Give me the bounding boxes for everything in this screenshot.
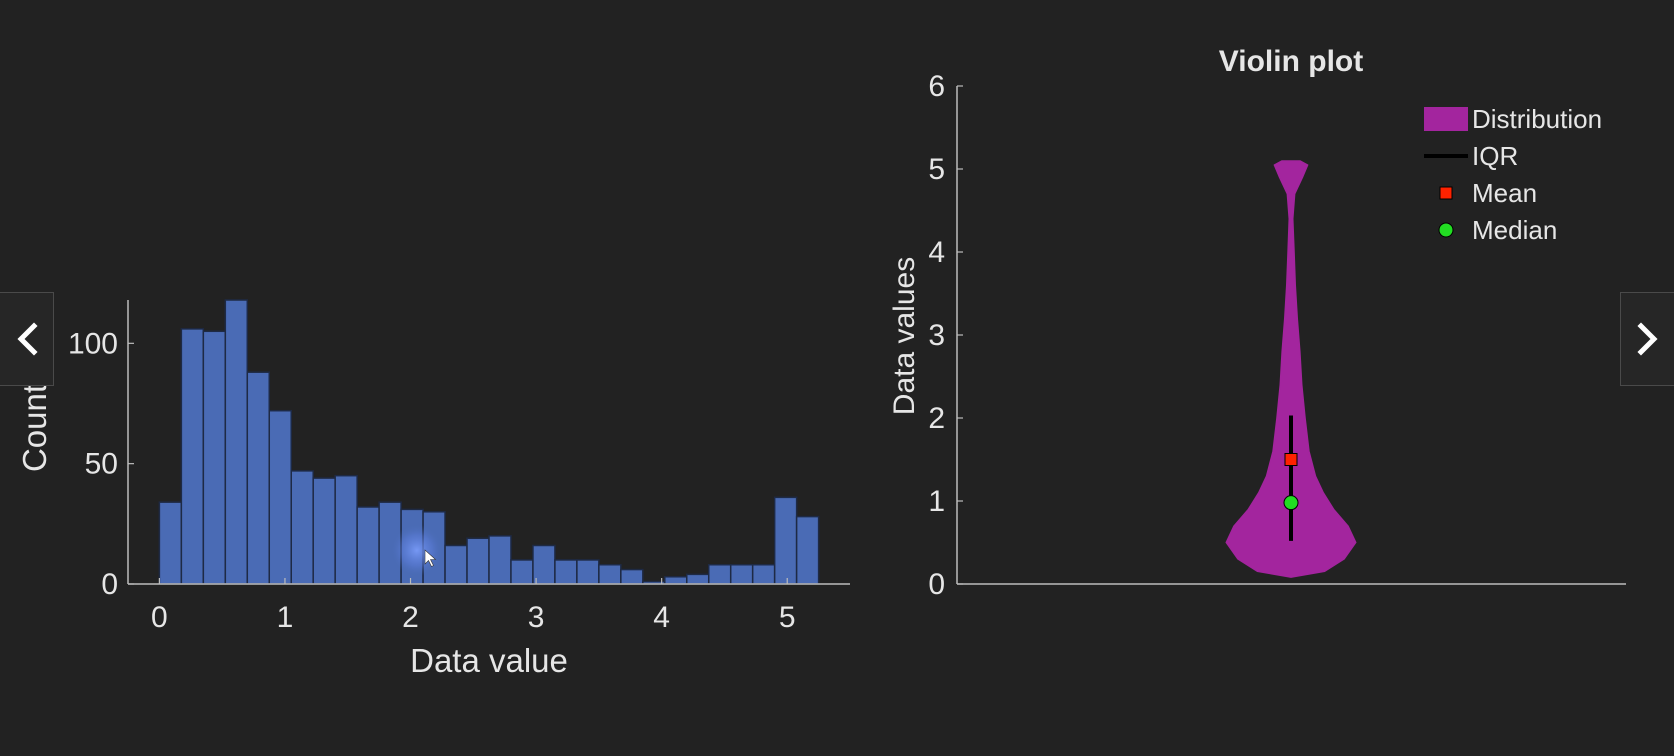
histogram-bar: [665, 577, 687, 584]
histogram-bar: [313, 478, 335, 584]
histogram-bar: [445, 545, 467, 584]
histogram-bar: [291, 471, 313, 584]
legend-median-swatch: [1439, 223, 1453, 237]
violin-y-tick-label: 6: [928, 70, 945, 103]
violin-chart: 0 1 2 3 4 5 6 Violin plot Data values Distributio…: [888, 45, 1626, 601]
histogram-bar: [753, 565, 775, 584]
histogram-bar: [511, 560, 533, 584]
chevron-left-icon: [14, 322, 40, 356]
histogram-bar: [159, 502, 181, 584]
legend-entry-label: IQR: [1472, 141, 1518, 171]
legend-distribution-swatch: [1424, 107, 1468, 131]
histogram-bar: [775, 497, 797, 584]
histogram-bar: [797, 517, 819, 584]
histogram-bar: [687, 574, 709, 584]
legend-mean-swatch: [1440, 187, 1452, 199]
histogram-y-tick-label: 100: [68, 327, 118, 360]
histogram-bar: [335, 476, 357, 584]
histogram-bar: [489, 536, 511, 584]
previous-slide-button[interactable]: [0, 292, 54, 386]
violin-y-tick-label: 1: [928, 485, 945, 518]
histogram-bar: [203, 331, 225, 584]
histogram-bar: [467, 538, 489, 584]
histogram-bar: [247, 372, 269, 584]
legend-entry-label: Median: [1472, 215, 1557, 245]
violin-legend: Distribution IQR Mean Median: [1424, 104, 1602, 245]
histogram-x-tick-label: 3: [528, 601, 545, 634]
histogram-x-tick-label: 4: [653, 601, 670, 634]
histogram-x-tick-label: 0: [151, 601, 168, 634]
histogram-bar: [577, 560, 599, 584]
legend-entry-label: Distribution: [1472, 104, 1602, 134]
chevron-right-icon: [1635, 322, 1661, 356]
histogram-bar: [225, 300, 247, 584]
histogram-bar: [709, 565, 731, 584]
histogram-bar: [181, 329, 203, 584]
next-slide-button[interactable]: [1620, 292, 1674, 386]
histogram-bar: [621, 570, 643, 584]
violin-y-tick-label: 5: [928, 153, 945, 186]
violin-y-axis-label: Data values: [888, 257, 921, 415]
violin-y-tick-label: 0: [928, 568, 945, 601]
violin-y-tick-label: 4: [928, 236, 945, 269]
histogram-bar: [599, 565, 621, 584]
legend-entry-label: Mean: [1472, 178, 1537, 208]
histogram-y-axis-label: Count: [16, 384, 53, 472]
violin-y-tick-label: 3: [928, 319, 945, 352]
histogram-bar: [731, 565, 753, 584]
histogram-y-tick-label: 50: [85, 448, 118, 481]
histogram-x-tick-label: 5: [779, 601, 796, 634]
violin-mean-marker: [1285, 454, 1297, 466]
violin-title: Violin plot: [1219, 45, 1363, 78]
histogram-bar: [555, 560, 577, 584]
violin-median-marker: [1284, 496, 1298, 510]
violin-y-tick-label: 2: [928, 402, 945, 435]
cursor-highlight: [391, 524, 443, 576]
histogram-bar: [357, 507, 379, 584]
histogram-x-axis-label: Data value: [410, 642, 568, 679]
histogram-bar: [269, 411, 291, 584]
histogram-x-tick-label: 1: [277, 601, 294, 634]
histogram-x-tick-label: 2: [402, 601, 419, 634]
histogram-y-tick-label: 0: [101, 568, 118, 601]
